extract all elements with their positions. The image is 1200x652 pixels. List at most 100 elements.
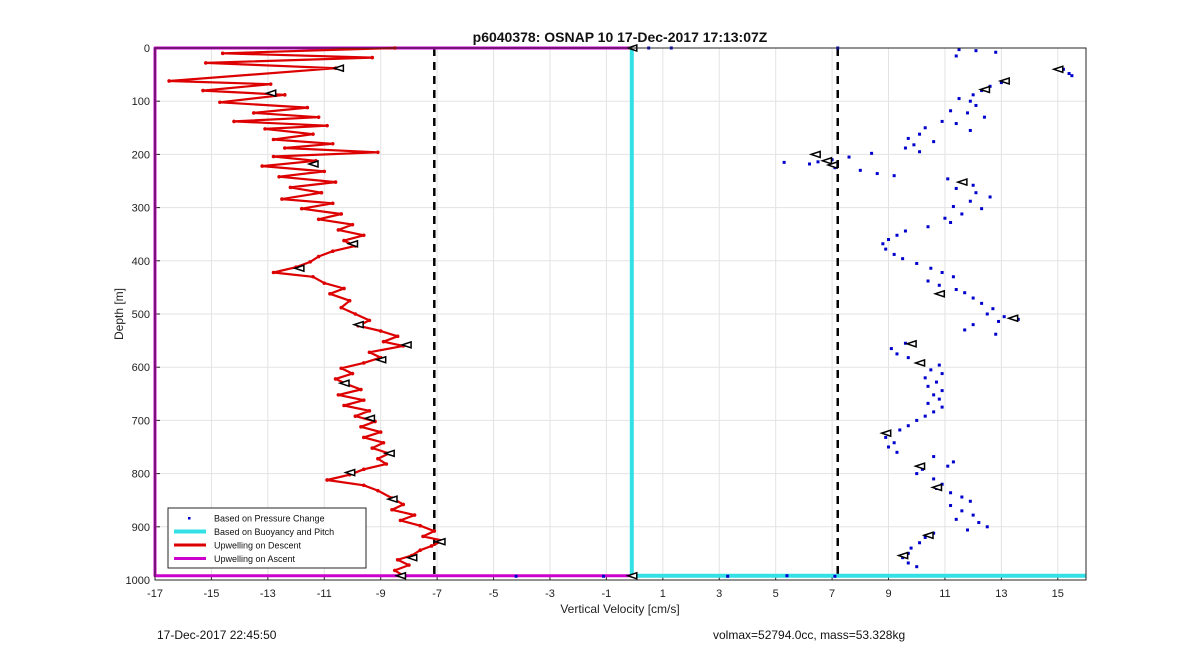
x-tick-label: -11 bbox=[317, 588, 332, 600]
pressure-point bbox=[929, 266, 933, 270]
x-tick-label: 13 bbox=[995, 588, 1007, 600]
descent-point bbox=[282, 93, 287, 97]
turn-marker bbox=[343, 468, 356, 477]
legend-label: Upwelling on Descent bbox=[214, 541, 302, 551]
turn-marker bbox=[292, 264, 305, 273]
descent-point bbox=[316, 254, 321, 259]
descent-point bbox=[361, 233, 366, 238]
pressure-point bbox=[957, 97, 961, 101]
x-tick-label: -13 bbox=[260, 588, 276, 600]
turn-marker bbox=[433, 537, 446, 546]
y-axis-label: Depth [m] bbox=[112, 288, 126, 340]
legend: Based on Pressure Change Based on Buoyanc… bbox=[167, 507, 367, 569]
pressure-point bbox=[971, 323, 975, 327]
pressure-point bbox=[932, 393, 936, 397]
turn-marker bbox=[913, 462, 926, 471]
descent-point bbox=[220, 51, 225, 56]
pressure-point bbox=[929, 368, 933, 372]
pressure-point bbox=[982, 115, 986, 119]
pressure-point bbox=[977, 521, 981, 525]
descent-point bbox=[359, 387, 363, 392]
pressure-point bbox=[1070, 74, 1074, 78]
descent-point bbox=[390, 507, 394, 512]
turn-marker bbox=[346, 239, 359, 248]
pressure-point bbox=[963, 291, 967, 295]
descent-point bbox=[336, 393, 341, 397]
pressure-point bbox=[988, 195, 992, 199]
y-tick-label: 100 bbox=[132, 96, 150, 108]
pressure-point bbox=[960, 509, 964, 513]
descent-line bbox=[168, 46, 444, 577]
pressure-point bbox=[895, 233, 899, 237]
x-tick-label: -9 bbox=[376, 588, 386, 600]
pressure-point bbox=[895, 450, 899, 454]
pressure-point bbox=[954, 186, 958, 190]
pressure-point bbox=[923, 414, 927, 418]
threshold-lines bbox=[433, 48, 839, 580]
y-tick-label: 600 bbox=[132, 362, 150, 374]
pressure-point bbox=[915, 472, 919, 476]
x-tick-label: 15 bbox=[1052, 588, 1064, 600]
turn-marker bbox=[337, 379, 350, 388]
descent-point bbox=[342, 403, 346, 408]
pressure-point bbox=[940, 271, 944, 275]
descent-point bbox=[280, 197, 284, 201]
pressure-point bbox=[968, 99, 972, 103]
pressure-point bbox=[951, 205, 955, 209]
descent-point bbox=[401, 502, 406, 507]
pressure-point bbox=[1002, 315, 1006, 319]
descent-point bbox=[342, 238, 346, 243]
turn-marker bbox=[363, 414, 376, 423]
pressure-point bbox=[974, 103, 978, 107]
pressure-point bbox=[816, 160, 820, 164]
descent-point bbox=[268, 82, 273, 86]
descent-point bbox=[308, 260, 312, 264]
descent-point bbox=[412, 513, 417, 517]
pressure-point bbox=[932, 140, 936, 144]
pressure-point bbox=[847, 155, 851, 159]
descent-point bbox=[361, 483, 366, 488]
descent-point bbox=[378, 329, 383, 333]
turn-marker bbox=[1051, 65, 1064, 74]
turn-marker bbox=[921, 531, 934, 540]
descent-point bbox=[432, 529, 437, 533]
series-descent bbox=[167, 46, 445, 578]
turn-marker bbox=[930, 483, 943, 492]
pressure-point bbox=[918, 132, 922, 136]
descent-point bbox=[367, 409, 372, 413]
legend-label: Based on Pressure Change bbox=[214, 514, 325, 524]
descent-point bbox=[378, 430, 383, 434]
x-tick-label: -3 bbox=[545, 588, 555, 600]
pressure-point bbox=[895, 352, 899, 356]
descent-point bbox=[203, 61, 208, 65]
descent-point bbox=[370, 446, 375, 450]
y-tick-label: 800 bbox=[132, 469, 150, 481]
pressure-point bbox=[946, 177, 950, 181]
pressure-point bbox=[974, 191, 978, 195]
pressure-point bbox=[926, 225, 930, 229]
pressure-point bbox=[884, 247, 888, 251]
pressure-point bbox=[940, 372, 944, 376]
descent-point bbox=[339, 212, 344, 216]
descent-point bbox=[370, 55, 375, 60]
descent-point bbox=[361, 361, 366, 365]
turn-marker bbox=[374, 355, 387, 364]
descent-point bbox=[218, 100, 222, 105]
pressure-point bbox=[968, 128, 972, 132]
descent-point bbox=[282, 146, 287, 150]
descent-point bbox=[384, 462, 389, 466]
x-tick-label: 7 bbox=[829, 588, 835, 600]
pressure-point bbox=[833, 574, 837, 578]
pressure-point bbox=[915, 565, 919, 569]
descent-point bbox=[353, 414, 358, 418]
pressure-point bbox=[949, 491, 953, 495]
descent-point bbox=[325, 478, 329, 482]
pressure-point bbox=[901, 257, 905, 261]
turn-marker bbox=[913, 358, 926, 367]
y-tick-label: 300 bbox=[132, 203, 150, 215]
descent-point bbox=[376, 456, 380, 461]
pressure-point bbox=[782, 160, 786, 164]
x-tick-label: -1 bbox=[602, 588, 612, 600]
x-tick-label: 9 bbox=[885, 588, 891, 600]
